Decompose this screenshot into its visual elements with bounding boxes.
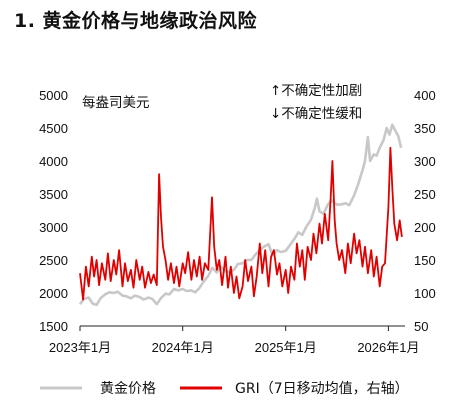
left-tick-label: 3500: [39, 187, 68, 202]
left-tick-label: 2000: [39, 286, 68, 301]
x-tick-label: 2023年1月: [49, 340, 111, 355]
right-tick-label: 200: [414, 220, 436, 235]
left-tick-label: 5000: [39, 88, 68, 103]
left-tick-label: 1500: [39, 319, 68, 334]
series-lines: [78, 123, 403, 307]
annotation-down: ↓不确定性缓和: [270, 106, 362, 122]
left-axis-unit: 每盎司美元: [82, 95, 150, 111]
left-tick-label: 4500: [39, 121, 68, 136]
legend-label-gold: 黄金价格: [100, 380, 156, 397]
x-tick-label: 2025年1月: [255, 340, 317, 355]
annotation-up: ↑不确定性加剧: [270, 83, 362, 99]
gri-line: [79, 146, 403, 301]
left-tick-label: 3000: [39, 220, 68, 235]
x-tick-label: 2026年1月: [357, 340, 419, 355]
legend: 黄金价格 GRI（7日移动均值，右轴）: [40, 380, 409, 397]
legend-label-gri: GRI（7日移动均值，右轴）: [235, 381, 409, 397]
x-axis-ticks: 2023年1月 2024年1月 2025年1月 2026年1月: [49, 326, 419, 355]
left-tick-label: 2500: [39, 253, 68, 268]
right-tick-label: 300: [414, 154, 436, 169]
right-tick-label: 100: [414, 286, 436, 301]
left-tick-label: 4000: [39, 154, 68, 169]
right-tick-label: 250: [414, 187, 436, 202]
right-tick-label: 350: [414, 121, 436, 136]
chart-title: 1. 黄金价格与地缘政治风险: [14, 10, 258, 32]
right-tick-label: 400: [414, 88, 436, 103]
right-tick-label: 50: [414, 319, 428, 334]
x-tick-label: 2024年1月: [152, 340, 214, 355]
gold-price-line: [78, 123, 403, 307]
left-axis-ticks: 5000 4500 4000 3500 3000 2500 2000 1500: [39, 88, 68, 334]
right-tick-label: 150: [414, 253, 436, 268]
right-axis-ticks: 400 350 300 250 200 150 100 50: [414, 88, 436, 334]
